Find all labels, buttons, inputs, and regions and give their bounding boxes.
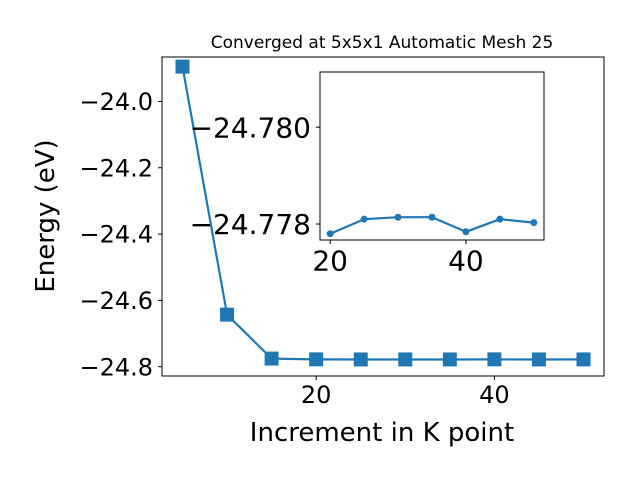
- data-point: [576, 352, 591, 367]
- x-tick-label: 20: [301, 381, 332, 409]
- x-tick-label: 40: [479, 381, 510, 409]
- data-point: [360, 215, 368, 223]
- inset-ticks: 20 40 −24.780 −24.778: [190, 111, 484, 277]
- inset-plot: 20 40 −24.780 −24.778: [190, 71, 545, 278]
- inset-plot-frame: [319, 71, 545, 241]
- y-tick-label: −24.0: [79, 88, 153, 116]
- chart-title: Converged at 5x5x1 Automatic Mesh 25: [211, 33, 554, 53]
- data-point: [496, 215, 504, 223]
- data-point: [487, 352, 502, 367]
- data-point: [442, 352, 457, 367]
- y-tick-label: −24.4: [79, 221, 153, 249]
- inset-series: [326, 213, 538, 238]
- data-point: [220, 307, 235, 322]
- main-plot: Converged at 5x5x1 Automatic Mesh 25 Inc…: [31, 33, 605, 448]
- data-point: [326, 230, 334, 238]
- y-tick-label: −24.778: [190, 208, 311, 241]
- data-point: [394, 213, 402, 221]
- data-point: [462, 228, 470, 236]
- data-point: [398, 352, 413, 367]
- x-axis-label: Increment in K point: [250, 418, 514, 448]
- y-tick-label: −24.2: [79, 154, 153, 182]
- data-point: [264, 351, 279, 366]
- main-ticks: 20 40 −24.0 −24.2 −24.4 −24.6 −24.8: [79, 88, 509, 409]
- y-tick-label: −24.6: [79, 287, 153, 315]
- data-point: [531, 352, 546, 367]
- y-axis-label: Energy (eV): [31, 139, 61, 292]
- main-plot-frame: [161, 56, 605, 377]
- x-tick-label: 20: [312, 245, 348, 278]
- series-line: [181, 66, 584, 361]
- data-point: [530, 219, 538, 227]
- data-point: [309, 352, 324, 367]
- y-tick-label: −24.8: [79, 353, 153, 381]
- data-point: [353, 352, 368, 367]
- inset-background: [320, 72, 544, 240]
- main-series: [175, 59, 591, 367]
- y-tick-label: −24.780: [190, 111, 311, 144]
- data-point: [175, 59, 190, 74]
- x-tick-label: 40: [448, 245, 484, 278]
- data-point: [428, 213, 436, 221]
